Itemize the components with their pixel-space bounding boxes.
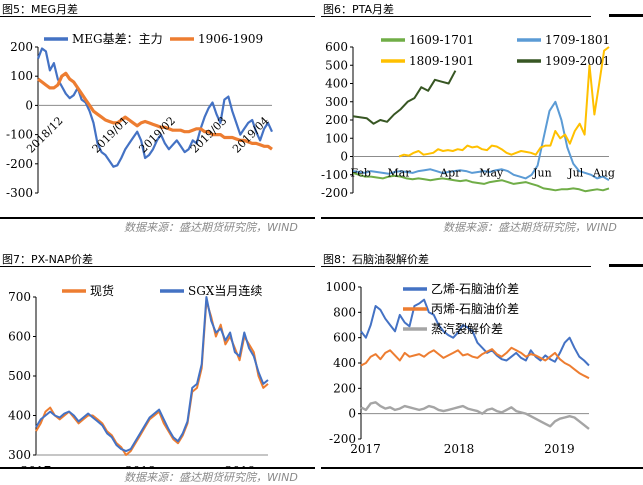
x-tick-label: May [479, 167, 504, 180]
x-tick-label: 2018 [444, 442, 475, 456]
legend-label: 现货 [90, 283, 114, 298]
y-tick-label: -200 [6, 157, 33, 171]
y-tick-label: 500 [325, 58, 348, 72]
legend-label: 1609-1701 [409, 33, 474, 47]
y-tick-label: 700 [8, 290, 31, 304]
x-tick-label: 2018 [125, 464, 156, 467]
y-tick-label: 0 [25, 98, 33, 112]
chart-panel-pta: 图6：PTA月差 -200 -100 0 100 200 300 400 500 600 Feb M… [321, 0, 643, 234]
y-tick-label: 600 [8, 330, 31, 344]
divider [321, 217, 643, 219]
chart-svg: 300 400 500 600 700 2017 2018 2019 现货 SGX当月连续 [8, 283, 269, 467]
legend-label: 丙烯-石脑油价差 [431, 302, 519, 316]
series-line-2 [35, 296, 269, 453]
legend-label: 蒸汽裂解价差 [431, 321, 503, 336]
chart-title: 图5：MEG月差 [2, 3, 78, 16]
divider [609, 264, 643, 267]
legend-label: 1909-2001 [545, 54, 610, 68]
y-tick-label: -100 [6, 128, 33, 142]
y-tick-label: 0 [340, 150, 348, 164]
y-tick-label: -200 [329, 432, 356, 446]
divider [321, 16, 591, 17]
y-tick-label: 600 [333, 331, 356, 345]
x-tick-label: 2019 [544, 442, 575, 456]
divider [321, 266, 591, 267]
y-tick-label: 200 [10, 40, 33, 54]
x-tick-label: Jul [567, 167, 583, 180]
series-line-1 [35, 300, 269, 456]
legend-label: 乙烯-石脑油价差 [431, 282, 519, 296]
divider [321, 467, 643, 469]
series-line-3 [398, 46, 610, 158]
y-tick-label: 400 [325, 77, 348, 91]
y-tick-label: -200 [321, 186, 348, 200]
x-tick-label: Mar [388, 167, 412, 180]
source-note: 数据来源：盛达期货研究院，WIND [124, 221, 298, 234]
y-tick-label: -300 [6, 186, 33, 200]
divider [0, 266, 315, 267]
series-line-1 [352, 171, 610, 193]
divider [0, 16, 315, 17]
chart-svg: -200 -100 0 100 200 300 400 500 600 Feb Mar Apr May J… [321, 33, 615, 200]
series-line-3 [360, 401, 590, 430]
chart-title: 图8：石脑油裂解价差 [323, 253, 429, 266]
y-tick-label: -100 [321, 168, 348, 182]
series-line-2 [352, 100, 610, 182]
y-tick-label: 400 [8, 409, 31, 423]
chart-panel-px-nap: 图7：PX-NAP价差 300 400 500 600 700 2017 2018 2019 现… [0, 250, 315, 485]
y-tick-label: 500 [8, 369, 31, 383]
chart-svg: -200 0 200 400 600 800 1000 2017 2018 2019 乙烯-石脑油价… [325, 280, 590, 456]
x-tick-label: 2017 [21, 464, 52, 467]
divider [0, 467, 315, 469]
chart-title: 图7：PX-NAP价差 [2, 253, 93, 266]
legend-label: 1809-1901 [409, 54, 474, 68]
legend-label: SGX当月连续 [188, 283, 262, 298]
divider [609, 14, 643, 17]
y-tick-label: 200 [325, 113, 348, 127]
series-line-4 [352, 70, 457, 125]
y-tick-label: 1000 [325, 280, 356, 294]
source-note: 数据来源：盛达期货研究院，WIND [443, 221, 617, 234]
legend-label: 1709-1801 [545, 33, 610, 47]
divider [0, 217, 315, 219]
chart-title: 图6：PTA月差 [323, 3, 395, 16]
source-note: 数据来源：盛达期货研究院，WIND [124, 471, 298, 484]
y-tick-label: 0 [348, 407, 356, 421]
series-line-1 [360, 298, 590, 367]
y-tick-label: 200 [333, 381, 356, 395]
x-tick-label: 2019 [225, 464, 256, 467]
y-tick-label: 300 [8, 448, 31, 462]
legend-label: 1906-1909 [198, 32, 263, 46]
y-tick-label: 300 [325, 95, 348, 109]
y-tick-label: 800 [333, 305, 356, 319]
x-tick-label: Apr [439, 167, 461, 180]
y-tick-label: 400 [333, 356, 356, 370]
x-tick-label: Feb [350, 167, 371, 180]
series-line-2 [37, 71, 273, 151]
y-tick-label: 100 [10, 69, 33, 83]
x-tick-label: Jun [532, 167, 552, 180]
y-tick-label: 100 [325, 131, 348, 145]
x-tick-label: 2017 [350, 442, 381, 456]
x-tick-label: 2019/02 [136, 114, 178, 156]
y-tick-label: 600 [325, 40, 348, 54]
series-line-2 [360, 346, 590, 380]
legend-label: MEG基差：主力 [72, 32, 163, 46]
x-tick-label: Aug [592, 167, 615, 180]
chart-panel-naphtha: 图8：石脑油裂解价差 -200 0 200 400 600 800 1000 2017 2018… [321, 250, 643, 485]
chart-panel-meg: 图5：MEG月差 -300 -200 -100 0 100 200 2018/12 2019/… [0, 0, 315, 234]
